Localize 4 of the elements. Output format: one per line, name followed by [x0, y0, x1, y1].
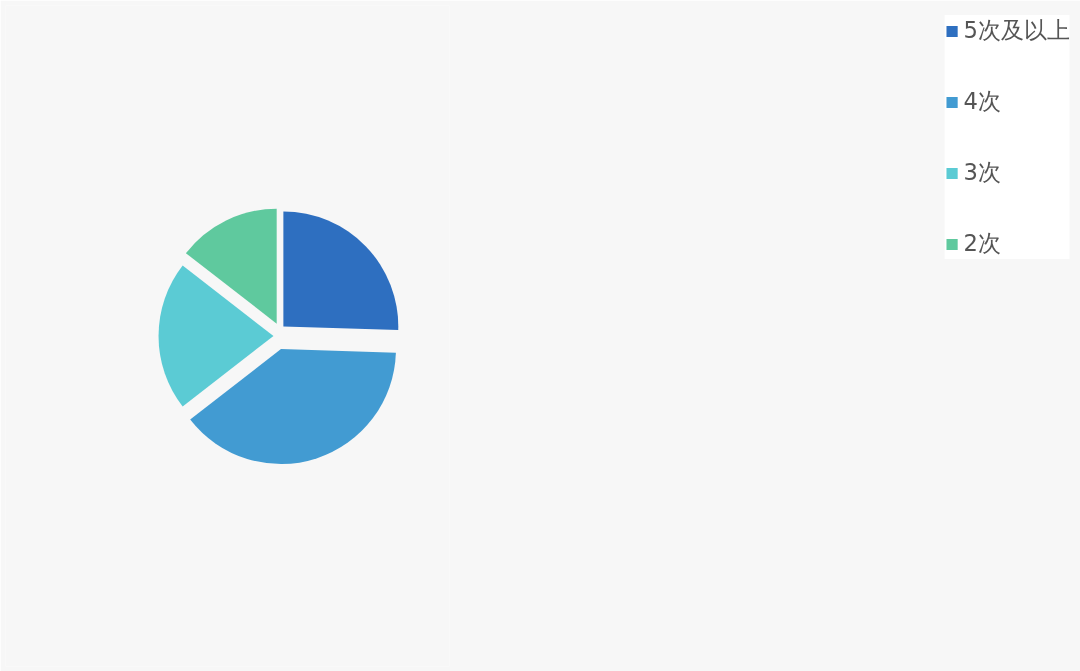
legend-label: 3次: [963, 158, 1001, 187]
legend-label: 2次: [963, 229, 1001, 258]
legend-label: 4次: [963, 87, 1001, 116]
legend-label: 5次及以上: [963, 16, 1070, 45]
